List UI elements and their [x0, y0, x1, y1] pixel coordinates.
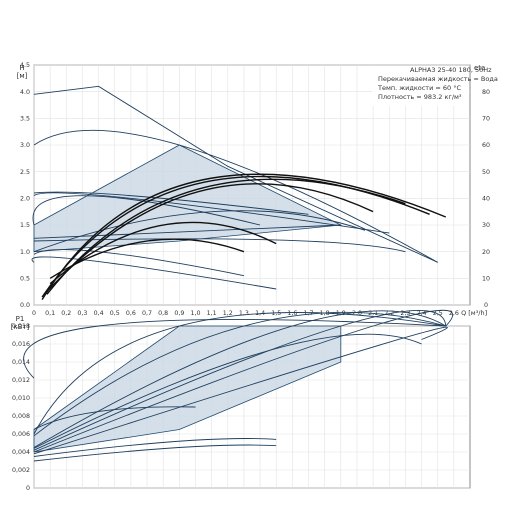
efficiency-tick-label: 70 [482, 116, 490, 123]
efficiency-tick-label: 0 [484, 302, 488, 309]
power-curves [23, 309, 454, 462]
flow-tick-label: 2,6 [449, 310, 459, 317]
efficiency-tick-label: 20 [482, 249, 490, 256]
flow-tick-label: 0,9 [174, 310, 184, 317]
efficiency-tick-label: 40 [482, 196, 490, 203]
head-tick-label: 2.5 [20, 169, 30, 176]
info-pump-model: ALPHA3 25-40 180, 50Hz [410, 66, 492, 74]
info-temperature: Темп. жидкости = 60 °C [377, 84, 461, 92]
head-tick-label: 0.5 [20, 276, 30, 283]
power-tick-label: 0,018 [12, 323, 30, 330]
power-tick-label: 0,014 [12, 359, 30, 366]
head-tick-label: 2.0 [20, 196, 30, 203]
head-tick-label: 3.5 [20, 116, 30, 123]
head-curves [31, 85, 438, 290]
efficiency-tick-label: 60 [482, 142, 490, 149]
efficiency-curve [49, 238, 245, 279]
power-curve [33, 444, 277, 462]
head-efficiency-panel: 0.0 0.5 1.0 1.5 2.0 2.5 3.0 3.5 4.0 4.5 0 10 20 30 40… [17, 62, 498, 317]
flow-tick-label: 1,5 [271, 310, 281, 317]
power-curve [33, 309, 454, 453]
head-curve [33, 224, 341, 239]
power-tick-label: 0,002 [12, 467, 30, 474]
head-axis-label-line1: H [19, 64, 24, 72]
power-axis-label-line2: [кВт] [11, 323, 30, 331]
efficiency-axis-label: eta [474, 64, 485, 72]
head-tick-label: 1.0 [20, 249, 30, 256]
power-curve [33, 310, 447, 451]
head-axis-ticks: 0.0 0.5 1.0 1.5 2.0 2.5 3.0 3.5 4.0 4.5 [20, 62, 30, 309]
head-tick-label: 0.0 [20, 302, 30, 309]
info-density: Плотность = 983.2 кг/м³ [378, 93, 462, 101]
power-curve [33, 326, 448, 455]
flow-tick-label: 1,1 [207, 310, 217, 317]
flow-tick-label: 2,0 [352, 310, 362, 317]
power-curve [33, 312, 446, 435]
flow-tick-label: 0,7 [142, 310, 152, 317]
efficiency-curve [41, 173, 447, 301]
head-axis-label-line2: [м] [17, 72, 28, 80]
flow-tick-label: 0,6 [126, 310, 136, 317]
flow-axis-label: Q [м³/h] [461, 309, 487, 317]
flow-tick-label: 0,4 [94, 310, 104, 317]
power-tick-label: 0,010 [12, 395, 30, 402]
head-tick-label: 1.5 [20, 222, 30, 229]
head-curve [33, 191, 309, 215]
power-curve [33, 438, 277, 457]
flow-tick-label: 0,3 [77, 310, 87, 317]
power-curve [33, 310, 447, 448]
power-curve [33, 311, 446, 437]
efficiency-tick-label: 30 [482, 222, 490, 229]
flow-tick-label: 1,6 [287, 310, 297, 317]
efficiency-tick-label: 80 [482, 89, 490, 96]
power-curve [33, 333, 422, 449]
head-tick-label: 4.5 [20, 62, 30, 69]
flow-tick-label: 1,8 [320, 310, 330, 317]
power-tick-label: 0,008 [12, 413, 30, 420]
power-curve [23, 319, 446, 379]
flow-tick-label: 0,5 [110, 310, 120, 317]
head-curve [33, 238, 406, 253]
efficiency-tick-label: 10 [482, 276, 490, 283]
flow-tick-label: 1,3 [239, 310, 249, 317]
power-axis-ticks: 0 0,002 0,004 0,006 0,008 0,010 0,012 0,014 0,01… [12, 323, 30, 492]
power-tick-label: 0,006 [12, 431, 30, 438]
power-tick-label: 0 [26, 485, 30, 492]
power-axis-label-line1: P1 [16, 315, 25, 323]
flow-tick-label: 0,2 [61, 310, 71, 317]
info-fluid: Перекачиваемая жидкость = Вода [378, 75, 498, 83]
flow-tick-label: 0 [32, 310, 36, 317]
power-tick-label: 0,012 [12, 377, 30, 384]
head-tick-label: 4.0 [20, 89, 30, 96]
power-tick-label: 0,016 [12, 341, 30, 348]
head-curve [33, 210, 366, 253]
head-curve [33, 249, 245, 277]
flow-tick-label: 0,8 [158, 310, 168, 317]
info-box [372, 66, 469, 106]
power-tick-label: 0,004 [12, 449, 30, 456]
flow-tick-label: 1,2 [223, 310, 233, 317]
power-curve [33, 406, 196, 430]
head-curve [33, 85, 438, 263]
flow-tick-label: 2,3 [400, 310, 410, 317]
flow-tick-label: 1,7 [304, 310, 314, 317]
efficiency-curve [46, 183, 374, 293]
head-curve [33, 130, 438, 263]
efficiency-curve [46, 178, 406, 295]
power-panel: 0 0,002 0,004 0,006 0,008 0,010 0,012 0,014 0,01… [11, 309, 471, 492]
efficiency-curves [41, 173, 447, 301]
head-curve [33, 192, 390, 234]
efficiency-tick-label: 50 [482, 169, 490, 176]
head-tick-label: 3.0 [20, 142, 30, 149]
efficiency-axis-ticks: 0 10 20 30 40 50 60 70 80 [482, 89, 490, 309]
flow-tick-label: 1,0 [190, 310, 200, 317]
flow-tick-label: 2,4 [417, 310, 427, 317]
flow-tick-label: 0,1 [45, 310, 55, 317]
